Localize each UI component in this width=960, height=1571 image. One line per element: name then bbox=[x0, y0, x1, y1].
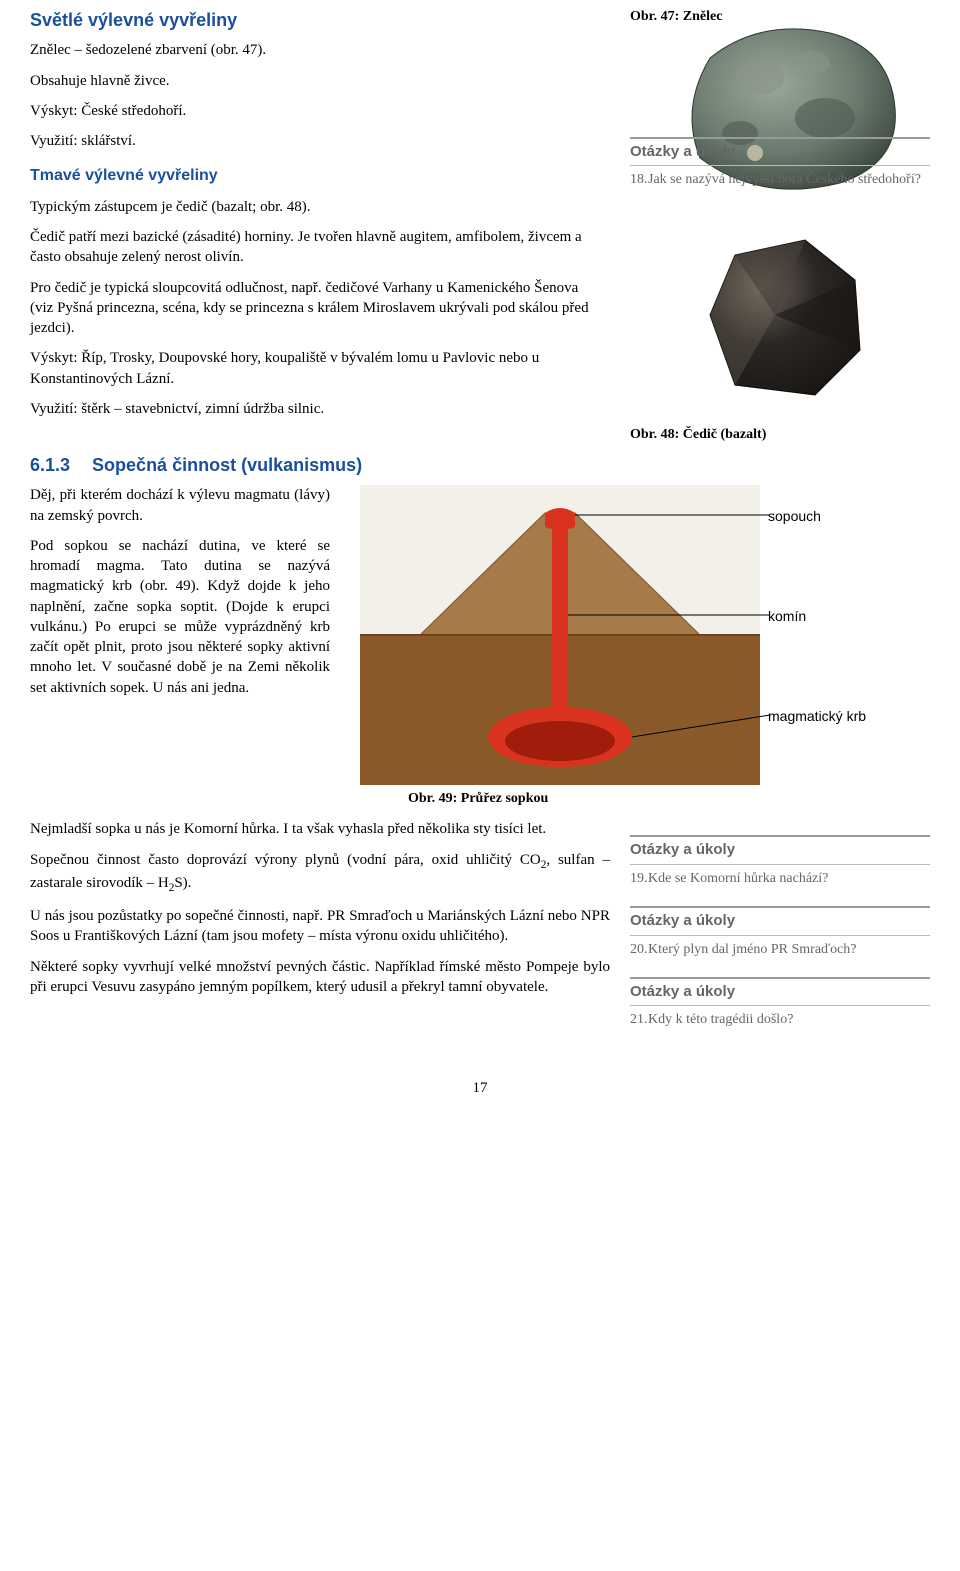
task-heading: Otázky a úkoly bbox=[630, 835, 930, 864]
page-number: 17 bbox=[30, 1078, 930, 1098]
label-krb: magmatický krb bbox=[768, 707, 866, 726]
task-box-20: Otázky a úkoly 20.Který plyn dal jméno P… bbox=[630, 906, 930, 959]
rock-cedic-image bbox=[680, 220, 880, 420]
vol-p6: Některé sopky vyvrhují velké množství pe… bbox=[30, 957, 610, 998]
cedic-p2: Pro čedič je typická sloupcovitá odlučno… bbox=[30, 278, 590, 339]
heading-svetle: Světlé výlevné vyvřeliny bbox=[30, 8, 590, 32]
label-komin: komín bbox=[768, 607, 806, 626]
vol-p3: Nejmladší sopka u nás je Komorní hůrka. … bbox=[30, 819, 610, 839]
task-18: 18.Jak se nazývá nejvyšší hora Českého s… bbox=[630, 170, 930, 190]
znelec-desc: Znělec – šedozelené zbarvení (obr. 47). bbox=[30, 40, 590, 60]
znelec-vyskyt: Výskyt: České středohoří. bbox=[30, 101, 590, 121]
figure-48: Obr. 48: Čedič (bazalt) bbox=[630, 220, 930, 445]
vol-p1: Děj, při kterém dochází k výlevu magmatu… bbox=[30, 485, 330, 526]
section-heading: 6.1.3Sopečná činnost (vulkanismus) bbox=[30, 453, 930, 477]
task-20: 20.Který plyn dal jméno PR Smraďoch? bbox=[630, 940, 930, 960]
task-heading: Otázky a úkoly bbox=[630, 137, 930, 166]
vol-p4: Sopečnou činnost často doprovází výrony … bbox=[30, 850, 610, 896]
task-21: 21.Kdy k této tragédii došlo? bbox=[630, 1010, 930, 1030]
task-box-19: Otázky a úkoly 19.Kde se Komorní hůrka n… bbox=[630, 835, 930, 888]
vol-p2: Pod sopkou se nachází dutina, ve které s… bbox=[30, 536, 330, 698]
task-box-18: Otázky a úkoly 18.Jak se nazývá nejvyšší… bbox=[630, 137, 930, 190]
cedic-intro: Typickým zástupcem je čedič (bazalt; obr… bbox=[30, 197, 590, 217]
task-heading: Otázky a úkoly bbox=[630, 906, 930, 935]
heading-tmave: Tmavé výlevné vyvřeliny bbox=[30, 165, 590, 187]
volcano-diagram: sopouch komín magmatický krb Obr. 49: Pr… bbox=[350, 485, 930, 815]
caption-49: Obr. 49: Průřez sopkou bbox=[408, 790, 548, 809]
znelec-obs: Obsahuje hlavně živce. bbox=[30, 71, 590, 91]
caption-48: Obr. 48: Čedič (bazalt) bbox=[630, 426, 930, 445]
volcano-svg bbox=[350, 485, 930, 785]
vol-p5: U nás jsou pozůstatky po sopečné činnost… bbox=[30, 906, 610, 947]
task-box-21: Otázky a úkoly 21.Kdy k této tragédii do… bbox=[630, 977, 930, 1030]
caption-47: Obr. 47: Znělec bbox=[630, 8, 930, 27]
label-sopouch: sopouch bbox=[768, 507, 821, 526]
cedic-p4: Využití: štěrk – stavebnictví, zimní údr… bbox=[30, 399, 590, 419]
task-heading: Otázky a úkoly bbox=[630, 977, 930, 1006]
cedic-p1: Čedič patří mezi bazické (zásadité) horn… bbox=[30, 227, 590, 268]
cedic-p3: Výskyt: Říp, Trosky, Doupovské hory, kou… bbox=[30, 348, 590, 389]
task-19: 19.Kde se Komorní hůrka nachází? bbox=[630, 869, 930, 889]
znelec-vyuziti: Využití: sklářství. bbox=[30, 131, 590, 151]
